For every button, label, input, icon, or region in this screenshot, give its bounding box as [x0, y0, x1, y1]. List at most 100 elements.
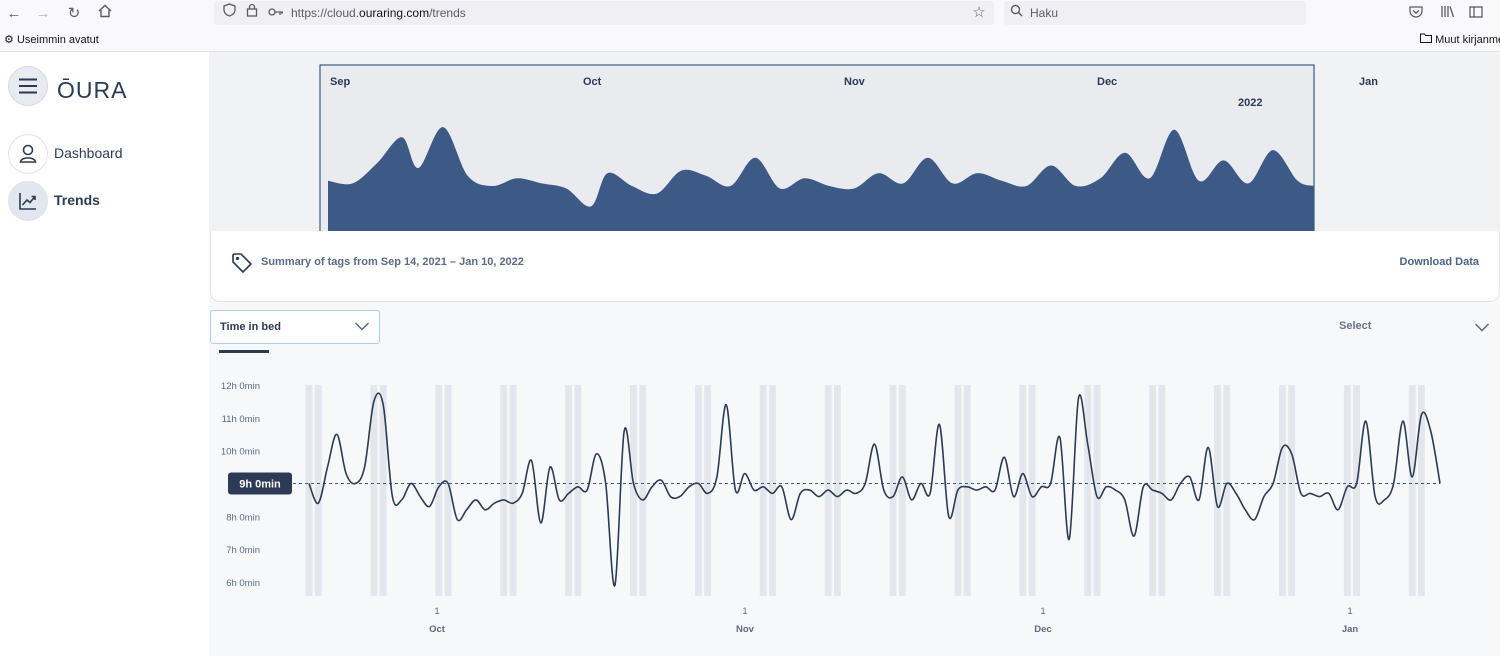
overview-month-label: Jan — [1359, 76, 1378, 88]
weekend-band — [444, 385, 452, 596]
bookmark-right-label: Muut kirjanme — [1435, 34, 1500, 46]
metric-select[interactable]: Time in bed — [210, 310, 380, 344]
shield-icon[interactable] — [219, 3, 239, 23]
summary-text: Summary of tags from Sep 14, 2021 – Jan … — [261, 256, 524, 268]
library-icon[interactable] — [1437, 4, 1457, 24]
weekend-band — [370, 385, 378, 596]
weekend-band — [500, 385, 508, 596]
url-host: https://cloud. — [291, 6, 360, 20]
bookmarks-bar: ⚙ Useimmin avatut Muut kirjanme — [0, 28, 1500, 52]
weekend-band — [889, 385, 897, 596]
tag-select-label: Select — [1339, 320, 1372, 332]
weekend-band — [435, 385, 443, 596]
url-text[interactable]: https://cloud.ouraring.com/trends — [291, 6, 466, 20]
x-tick-day: 1 — [1347, 606, 1352, 617]
metric-select-label: Time in bed — [220, 321, 281, 333]
nav-item-dashboard[interactable]: Dashboard — [8, 134, 203, 174]
user-icon — [19, 144, 37, 163]
overview-month-label: Sep — [330, 76, 350, 88]
y-tick-label: 10h 0min — [221, 447, 260, 458]
star-icon[interactable]: ☆ — [972, 4, 986, 21]
weekend-band — [833, 385, 841, 596]
weekend-band — [1278, 385, 1286, 596]
address-bar[interactable]: https://cloud.ouraring.com/trends ☆ — [214, 1, 994, 25]
pocket-icon[interactable] — [1406, 4, 1426, 24]
download-data-link[interactable]: Download Data — [1399, 256, 1479, 268]
weekend-band — [1028, 385, 1036, 596]
bookmark-most-visited[interactable]: ⚙ Useimmin avatut — [4, 33, 99, 46]
nav-icon-circle — [8, 181, 48, 221]
weekend-band — [565, 385, 573, 596]
x-tick-day: 1 — [434, 606, 439, 617]
url-path: /trends — [429, 6, 466, 20]
nav-label-dashboard: Dashboard — [54, 145, 123, 161]
weekend-band — [1158, 385, 1166, 596]
bookmark-left-label: Useimmin avatut — [16, 34, 99, 46]
weekend-band — [759, 385, 767, 596]
weekend-band — [694, 385, 702, 596]
average-badge — [228, 472, 292, 495]
weekend-band — [1418, 385, 1425, 596]
x-tick-month: Nov — [736, 624, 755, 635]
trend-chart[interactable]: 12h 0min 11h 0min 10h 0min 8h 0min 7h 0min 6h… — [209, 360, 1500, 656]
nav-label-trends: Trends — [54, 192, 100, 208]
tag-select[interactable]: Select — [1330, 312, 1492, 340]
weekend-band — [704, 385, 712, 596]
y-tick-label: 7h 0min — [226, 545, 260, 556]
y-tick-label: 12h 0min — [221, 381, 260, 392]
weekend-band — [305, 385, 313, 596]
nav-item-trends[interactable]: Trends — [8, 181, 203, 221]
y-tick-label: 8h 0min — [226, 512, 260, 523]
weekend-band — [963, 385, 971, 596]
back-icon[interactable]: ← — [6, 5, 22, 22]
gear-icon: ⚙ — [4, 34, 14, 46]
average-badge-label: 9h 0min — [239, 479, 281, 491]
weekend-band — [509, 385, 517, 596]
oura-logo: ŌURA — [57, 77, 128, 103]
weekend-band — [1223, 385, 1231, 596]
x-tick-month: Dec — [1034, 624, 1051, 635]
weekend-band — [1353, 385, 1361, 596]
home-icon[interactable] — [95, 4, 115, 24]
folder-icon — [1420, 33, 1432, 46]
overview-month-label: Dec — [1097, 76, 1117, 88]
overview-month-label: Nov — [844, 76, 866, 88]
weekend-band — [769, 385, 776, 596]
url-domain: ouraring.com — [359, 6, 430, 20]
x-tick-day: 1 — [742, 606, 747, 617]
sidebar-toggle-icon[interactable] — [1466, 4, 1486, 24]
y-tick-label: 6h 0min — [226, 578, 260, 589]
key-icon[interactable] — [266, 3, 286, 23]
weekend-band — [574, 385, 582, 596]
chevron-down-icon — [1474, 323, 1490, 332]
sidebar: ŌURA Dashboard Trends — [0, 52, 209, 656]
x-tick-day: 1 — [1040, 606, 1045, 617]
series-line — [308, 392, 1441, 587]
overview-year-label: 2022 — [1238, 97, 1262, 109]
browser-toolbar: ← → ↻ https://cloud.ouraring.com/trends … — [0, 0, 1500, 28]
weekend-band — [314, 385, 322, 596]
lock-icon[interactable] — [242, 3, 262, 23]
x-tick-month: Oct — [429, 624, 446, 635]
weekend-band — [1093, 385, 1101, 596]
search-bar[interactable]: Haku — [1004, 1, 1306, 25]
bookmark-other[interactable]: Muut kirjanme — [1420, 33, 1500, 46]
overview-chart[interactable]: Sep Oct Nov Dec Jan 2022 — [209, 52, 1500, 232]
weekend-band — [379, 385, 387, 596]
weekend-band — [1214, 385, 1221, 596]
menu-button[interactable] — [8, 66, 48, 106]
x-tick-month: Jan — [1342, 624, 1359, 635]
chevron-down-icon — [354, 322, 370, 331]
overview-area — [328, 127, 1314, 232]
forward-icon[interactable]: → — [35, 5, 51, 22]
hamburger-icon — [19, 78, 37, 94]
y-tick-label: 11h 0min — [222, 414, 260, 425]
metric-underline — [219, 350, 269, 353]
reload-icon[interactable]: ↻ — [67, 5, 81, 22]
weekend-band — [1408, 385, 1416, 596]
weekend-band — [1084, 385, 1092, 596]
search-placeholder: Haku — [1030, 6, 1059, 20]
search-icon — [1006, 3, 1026, 23]
weekend-band — [1343, 385, 1351, 596]
weekend-band — [630, 385, 637, 596]
